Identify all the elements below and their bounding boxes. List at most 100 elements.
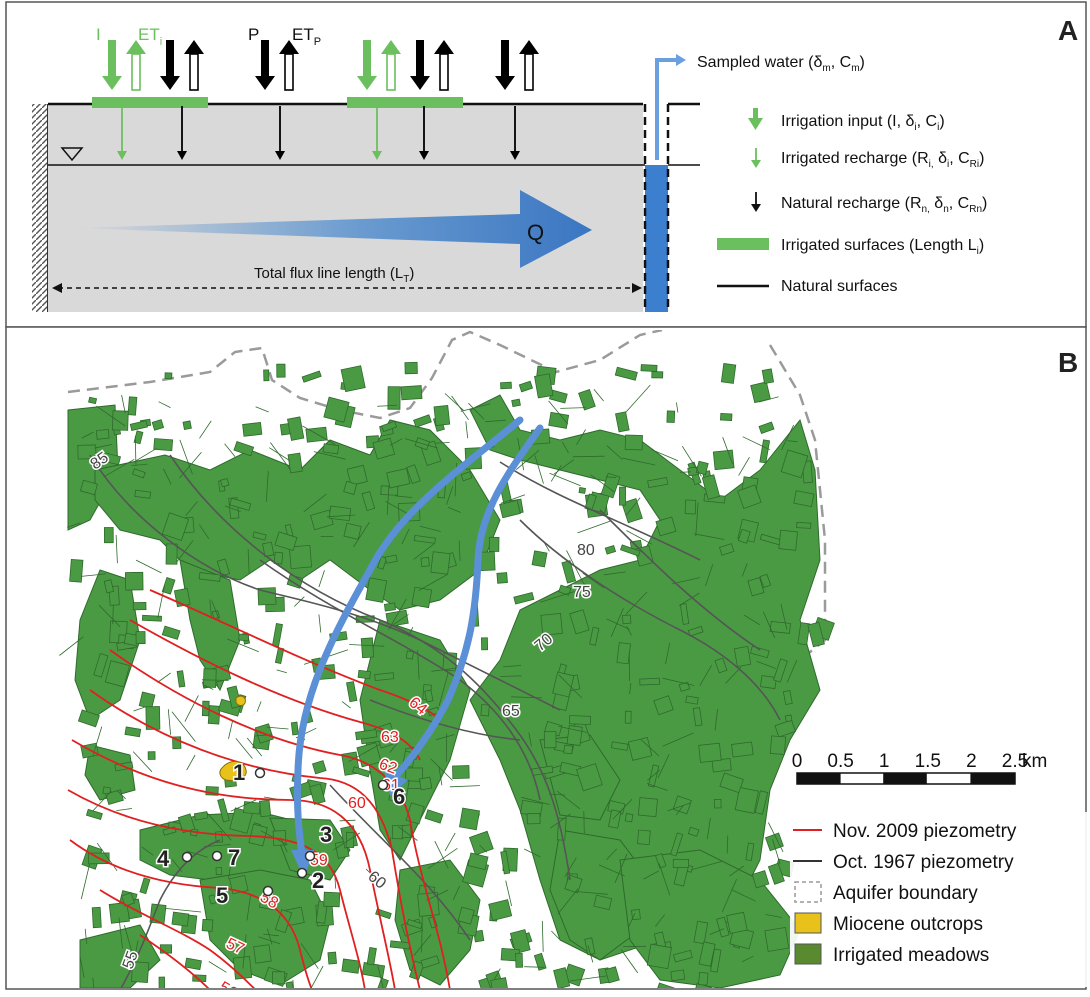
legend-label: Aquifer boundary	[833, 883, 978, 904]
meadow-parcel	[96, 429, 109, 439]
meadow-parcel	[501, 382, 512, 389]
meadow-parcel	[160, 945, 171, 953]
well-label: 5	[216, 883, 228, 908]
meadow-parcel	[685, 500, 696, 514]
meadow-parcel	[459, 808, 479, 830]
meadow-parcel	[133, 602, 146, 609]
meadow-parcel	[384, 603, 395, 611]
well-label: 4	[157, 846, 170, 871]
meadow-parcel	[797, 522, 811, 528]
meadow-parcel	[785, 715, 792, 722]
meadow-parcel	[344, 481, 357, 494]
meadow-parcel	[358, 670, 370, 679]
contour-label-1967: 65	[502, 703, 520, 720]
meadow-parcel	[392, 826, 402, 839]
meadow-parcel	[104, 527, 113, 542]
meadow-parcel	[622, 615, 631, 624]
contour-label-2009: 60	[348, 795, 366, 812]
contour-label-2009: 63	[381, 729, 399, 746]
meadow-parcel	[264, 370, 269, 381]
meadow-parcel	[342, 959, 360, 973]
meadow-parcel	[243, 422, 262, 436]
scale-tick-label: 1.5	[915, 751, 941, 772]
svg-text:75: 75	[573, 584, 591, 601]
well-marker	[183, 853, 192, 862]
meadow-parcel	[148, 752, 155, 760]
meadow-parcel	[481, 705, 489, 716]
well-marker	[264, 887, 273, 896]
meadow-parcel	[165, 373, 172, 379]
meadow-parcel	[419, 777, 432, 790]
meadow-parcel	[233, 956, 251, 979]
legend-label: Irrigated meadows	[833, 945, 989, 966]
meadow-parcel	[641, 365, 657, 372]
parcel-boundary	[584, 811, 585, 833]
meadow-parcel	[638, 798, 657, 817]
meadow-parcel	[288, 453, 302, 473]
well-label: 2	[312, 868, 324, 893]
meadow-parcel	[291, 722, 298, 735]
meadow-parcel	[625, 814, 633, 822]
meadow-parcel	[323, 444, 339, 454]
contour-label-1967: 75	[573, 584, 591, 601]
meadow-parcel	[277, 364, 285, 377]
irrigated-surface	[347, 97, 463, 108]
legend-label: Nov. 2009 piezometry	[833, 821, 1017, 842]
meadow-parcel	[273, 972, 285, 984]
meadow-parcel	[714, 799, 721, 808]
meadow-parcel	[699, 972, 709, 985]
meadow-parcel	[667, 411, 675, 423]
svg-text:Natural surfaces: Natural surfaces	[781, 278, 898, 295]
meadow-parcel	[481, 638, 487, 650]
meadow-parcel	[497, 573, 508, 584]
panel-b: B	[6, 327, 1090, 992]
scale-tick-label: 0.5	[827, 751, 853, 772]
scale-unit: km	[1022, 751, 1047, 772]
meadow-parcel	[770, 736, 785, 755]
meadow-parcel	[341, 366, 365, 392]
meadow-parcel	[112, 411, 128, 431]
meadow-parcel	[765, 927, 789, 951]
meadow-parcel	[625, 711, 631, 723]
irrigated-surface	[92, 97, 208, 108]
meadow-parcel	[779, 530, 798, 550]
well-label: 1	[233, 760, 245, 785]
meadow-parcel	[216, 867, 222, 874]
svg-text:80: 80	[577, 542, 595, 559]
meadow-parcel	[516, 953, 523, 967]
aquifer-wall	[32, 104, 48, 312]
parcel-boundary	[113, 605, 114, 624]
meadow-parcel	[324, 892, 340, 907]
precipitation-label: P	[248, 25, 259, 44]
meadow-parcel	[579, 488, 586, 494]
contour-label-1967: 80	[577, 542, 595, 559]
meadow-parcel	[549, 412, 569, 428]
well-marker	[256, 769, 265, 778]
meadow-parcel	[172, 912, 189, 926]
scale-tick-label: 2	[966, 751, 977, 772]
meadow-parcel	[732, 742, 754, 757]
meadow-parcel	[154, 439, 173, 451]
meadow-parcel	[92, 907, 101, 927]
meadow-parcel	[346, 832, 354, 847]
meadow-parcel	[671, 970, 685, 981]
meadow-parcel	[699, 743, 722, 762]
flow-label: Q	[527, 220, 544, 245]
meadow-parcel	[619, 487, 625, 505]
meadow-parcel	[625, 435, 642, 450]
meadow-parcel	[412, 587, 432, 607]
meadow-parcel	[89, 397, 97, 403]
meadow-parcel	[406, 651, 413, 659]
meadow-parcel	[770, 621, 790, 633]
meadow-parcel	[569, 716, 590, 725]
meadow-parcel	[532, 551, 547, 567]
legend-natural-recharge: Natural recharge (Rn, δn, CRn)	[751, 192, 987, 215]
well-marker	[379, 781, 388, 790]
meadow-parcel	[564, 745, 573, 754]
meadow-parcel	[512, 399, 521, 407]
meadow-parcel	[489, 537, 499, 551]
irrigation-label: I	[96, 25, 101, 44]
